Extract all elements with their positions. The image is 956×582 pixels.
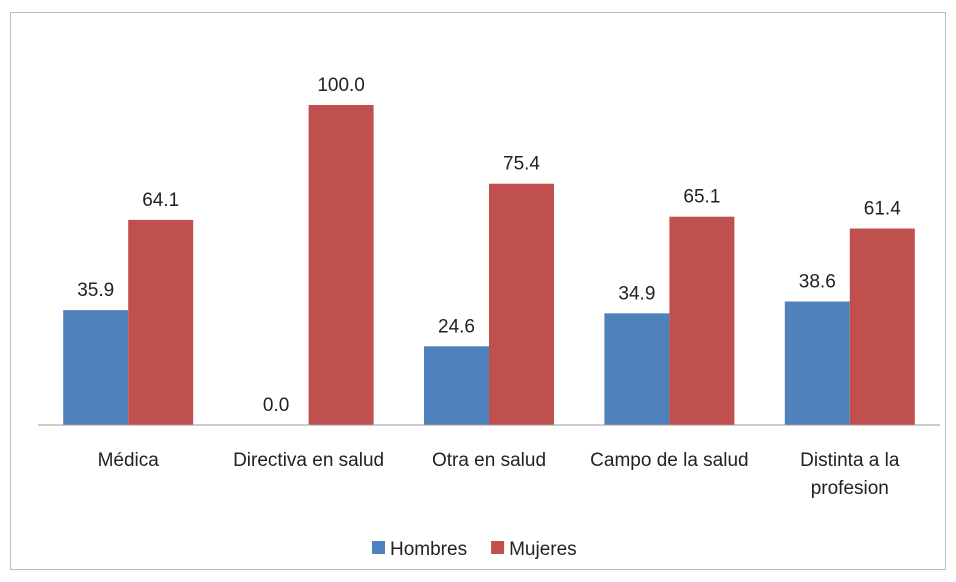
x-tick-label: Médica: [97, 450, 159, 471]
data-label: 100.0: [317, 75, 365, 96]
data-label: 38.6: [799, 271, 836, 292]
bar: [849, 228, 915, 425]
x-tick-label: Campo de la salud: [590, 450, 749, 471]
x-tick-label: Otra en salud: [431, 450, 547, 471]
legend-swatch: [491, 541, 505, 554]
bar: [63, 310, 129, 425]
bar: [669, 216, 735, 425]
data-label: 35.9: [77, 280, 114, 301]
data-label: 65.1: [683, 187, 720, 208]
data-label: 0.0: [263, 395, 289, 416]
x-tick-label: Distinta a la profesion: [800, 450, 900, 499]
data-label: 24.6: [438, 316, 475, 337]
data-label: 64.1: [142, 190, 179, 211]
legend-label: Hombres: [390, 539, 467, 560]
data-label: 61.4: [864, 199, 901, 220]
legend-label: Mujeres: [509, 539, 577, 560]
bar: [784, 301, 850, 425]
bar: [308, 105, 374, 425]
bar: [489, 183, 554, 425]
legend-swatch: [372, 541, 385, 554]
bar: [128, 219, 194, 425]
bar: [424, 346, 489, 425]
data-label: 75.4: [503, 154, 540, 175]
data-label: 34.9: [618, 283, 655, 304]
bar: [604, 313, 670, 425]
x-tick-label: Directiva en salud: [233, 450, 385, 471]
